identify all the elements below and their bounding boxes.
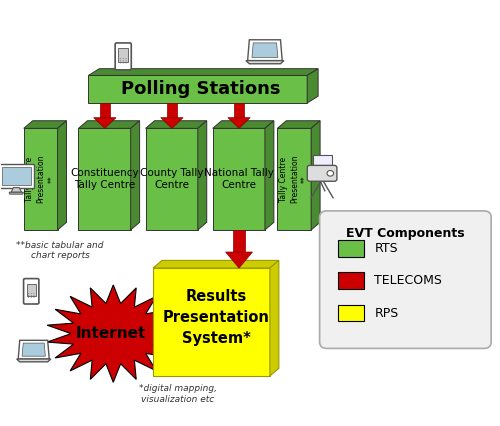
- Polygon shape: [265, 121, 274, 230]
- Polygon shape: [338, 272, 364, 289]
- Text: County Tally
Centre: County Tally Centre: [140, 168, 203, 190]
- Circle shape: [28, 297, 29, 298]
- Polygon shape: [252, 43, 278, 58]
- Circle shape: [122, 60, 124, 61]
- Polygon shape: [228, 118, 250, 128]
- Circle shape: [31, 295, 32, 296]
- Text: EVT Components: EVT Components: [346, 227, 465, 239]
- FancyBboxPatch shape: [308, 165, 337, 181]
- Text: **basic tabular and
chart reports: **basic tabular and chart reports: [16, 241, 104, 260]
- Polygon shape: [22, 343, 46, 356]
- Text: Tally Centre
Presentation
**: Tally Centre Presentation **: [278, 155, 310, 203]
- Polygon shape: [146, 128, 198, 230]
- Polygon shape: [278, 121, 320, 128]
- Polygon shape: [226, 252, 252, 268]
- Text: National Tally
Centre: National Tally Centre: [204, 168, 274, 190]
- Circle shape: [28, 293, 29, 294]
- Polygon shape: [153, 260, 279, 268]
- Text: Results
Presentation
System*: Results Presentation System*: [163, 289, 270, 346]
- Polygon shape: [311, 121, 320, 230]
- Polygon shape: [24, 121, 66, 128]
- Polygon shape: [198, 121, 206, 230]
- Text: *digital mapping,
visualization etc: *digital mapping, visualization etc: [139, 384, 217, 404]
- Polygon shape: [278, 128, 311, 230]
- Polygon shape: [11, 187, 22, 192]
- Polygon shape: [0, 164, 34, 187]
- Polygon shape: [146, 121, 206, 128]
- Polygon shape: [9, 192, 24, 194]
- Polygon shape: [78, 121, 140, 128]
- Text: RPS: RPS: [374, 307, 398, 320]
- Circle shape: [28, 295, 29, 296]
- Polygon shape: [233, 230, 245, 252]
- Polygon shape: [18, 340, 49, 359]
- Polygon shape: [160, 118, 183, 128]
- Polygon shape: [248, 40, 282, 60]
- Polygon shape: [26, 284, 36, 296]
- Polygon shape: [212, 128, 265, 230]
- Polygon shape: [118, 49, 128, 62]
- Circle shape: [122, 58, 124, 59]
- Circle shape: [120, 58, 121, 59]
- Polygon shape: [16, 359, 51, 362]
- Polygon shape: [312, 155, 332, 167]
- Polygon shape: [88, 75, 307, 103]
- Polygon shape: [307, 69, 318, 103]
- Polygon shape: [167, 103, 177, 118]
- Polygon shape: [2, 167, 31, 185]
- Polygon shape: [246, 60, 284, 64]
- Text: Tally Centre
Presentation
**: Tally Centre Presentation **: [25, 155, 56, 203]
- Polygon shape: [270, 260, 279, 376]
- Text: Internet: Internet: [76, 326, 146, 341]
- Polygon shape: [338, 305, 364, 322]
- Circle shape: [31, 293, 32, 294]
- FancyBboxPatch shape: [115, 43, 132, 70]
- Polygon shape: [47, 285, 180, 382]
- Polygon shape: [78, 128, 130, 230]
- Text: Polling Stations: Polling Stations: [120, 80, 280, 98]
- Polygon shape: [153, 268, 270, 376]
- Polygon shape: [88, 69, 318, 75]
- Text: Constituency
Tally Centre: Constituency Tally Centre: [70, 168, 139, 190]
- Polygon shape: [58, 121, 66, 230]
- Polygon shape: [338, 240, 364, 256]
- Circle shape: [327, 170, 334, 176]
- FancyBboxPatch shape: [320, 211, 491, 348]
- Circle shape: [120, 60, 121, 61]
- Text: TELECOMS: TELECOMS: [374, 274, 442, 287]
- Circle shape: [31, 297, 32, 298]
- Polygon shape: [94, 118, 116, 128]
- Polygon shape: [100, 103, 110, 118]
- Polygon shape: [130, 121, 140, 230]
- Polygon shape: [212, 121, 274, 128]
- Polygon shape: [234, 103, 244, 118]
- Polygon shape: [24, 128, 58, 230]
- FancyBboxPatch shape: [24, 279, 39, 304]
- Text: RTS: RTS: [374, 242, 398, 255]
